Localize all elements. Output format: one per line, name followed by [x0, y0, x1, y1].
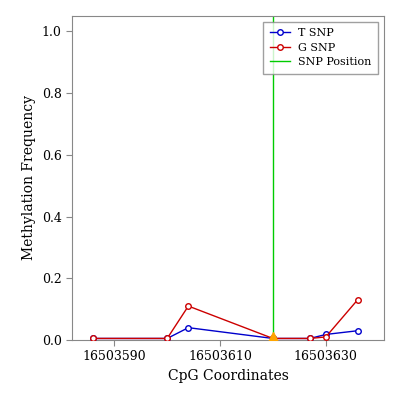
X-axis label: CpG Coordinates: CpG Coordinates	[168, 369, 288, 383]
Legend: T SNP, G SNP, SNP Position: T SNP, G SNP, SNP Position	[263, 22, 378, 74]
Y-axis label: Methylation Frequency: Methylation Frequency	[22, 96, 36, 260]
